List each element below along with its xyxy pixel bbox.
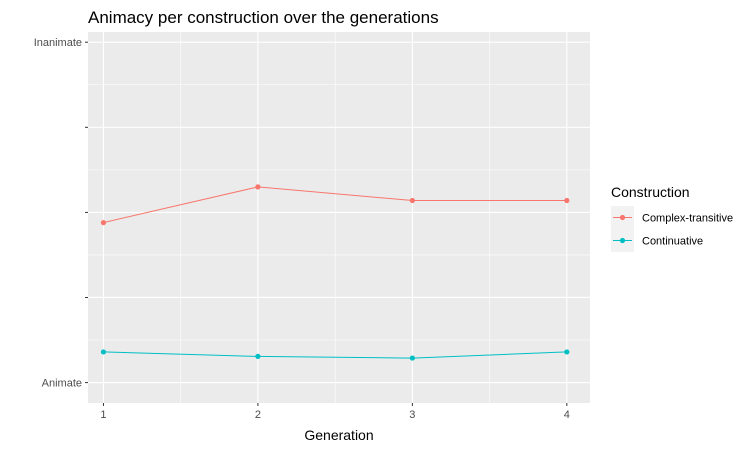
chart-title: Animacy per construction over the genera… — [88, 8, 439, 27]
data-point — [409, 197, 415, 204]
x-axis: 1 2 3 4 — [100, 403, 570, 421]
x-tick-label: 4 — [564, 409, 570, 421]
data-point — [564, 349, 570, 355]
legend: Construction Complex-transitive Continuat… — [611, 184, 733, 252]
x-axis-title: Generation — [304, 427, 373, 443]
legend-label: Complex-transitive — [642, 213, 733, 225]
series-layer — [100, 184, 570, 361]
y-tick-label: Inanimate — [34, 37, 82, 49]
data-point — [100, 349, 107, 355]
data-point — [564, 197, 570, 204]
x-tick-label: 1 — [100, 409, 106, 421]
major-gridlines — [88, 32, 590, 403]
series-line-1 — [103, 351, 567, 359]
y-axis: Animate Inanimate — [34, 37, 88, 390]
x-tick-label: 3 — [409, 409, 415, 421]
x-tick-label: 2 — [255, 409, 261, 421]
data-point — [409, 355, 415, 361]
minor-gridlines — [88, 32, 590, 403]
legend-title: Construction — [611, 184, 690, 200]
y-tick-label: Animate — [42, 378, 82, 390]
data-point — [255, 184, 261, 190]
series-line-0 — [103, 186, 567, 224]
legend-key-point — [619, 214, 626, 221]
data-point — [255, 353, 261, 359]
data-point — [100, 220, 107, 226]
legend-key-point — [619, 237, 626, 244]
legend-label: Continuative — [642, 236, 703, 248]
plot-panel — [88, 32, 590, 403]
